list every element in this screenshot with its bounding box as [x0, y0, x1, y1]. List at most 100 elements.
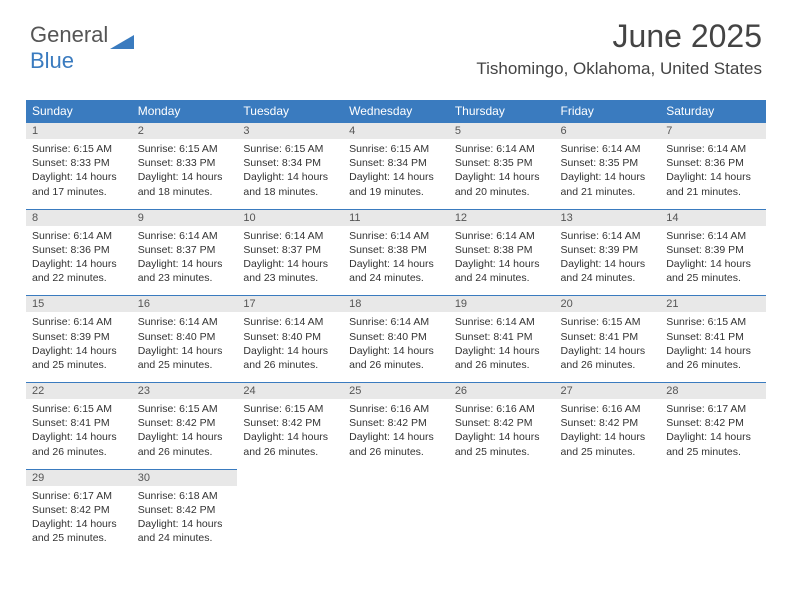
- sunset-text: Sunset: 8:42 PM: [32, 503, 126, 517]
- sunrise-text: Sunrise: 6:14 AM: [243, 229, 337, 243]
- day-detail-cell: Sunrise: 6:15 AMSunset: 8:42 PMDaylight:…: [132, 399, 238, 469]
- day-number-cell: 6: [555, 123, 661, 140]
- day-number-cell: 4: [343, 123, 449, 140]
- daylight-text: Daylight: 14 hours and 25 minutes.: [561, 430, 655, 458]
- day-number-cell: 22: [26, 383, 132, 400]
- daylight-text: Daylight: 14 hours and 23 minutes.: [138, 257, 232, 285]
- day-detail-cell: Sunrise: 6:14 AMSunset: 8:39 PMDaylight:…: [555, 226, 661, 296]
- day-detail-cell: Sunrise: 6:15 AMSunset: 8:33 PMDaylight:…: [26, 139, 132, 209]
- sunset-text: Sunset: 8:40 PM: [138, 330, 232, 344]
- day-number-cell: [237, 469, 343, 486]
- sunrise-text: Sunrise: 6:14 AM: [349, 229, 443, 243]
- day-detail-cell: Sunrise: 6:14 AMSunset: 8:38 PMDaylight:…: [343, 226, 449, 296]
- sunset-text: Sunset: 8:37 PM: [138, 243, 232, 257]
- sunrise-text: Sunrise: 6:17 AM: [666, 402, 760, 416]
- sunrise-text: Sunrise: 6:15 AM: [32, 402, 126, 416]
- daylight-text: Daylight: 14 hours and 21 minutes.: [561, 170, 655, 198]
- daylight-text: Daylight: 14 hours and 24 minutes.: [138, 517, 232, 545]
- daylight-text: Daylight: 14 hours and 26 minutes.: [349, 430, 443, 458]
- day-detail-row: Sunrise: 6:15 AMSunset: 8:33 PMDaylight:…: [26, 139, 766, 209]
- sunrise-text: Sunrise: 6:16 AM: [561, 402, 655, 416]
- day-detail-cell: Sunrise: 6:15 AMSunset: 8:41 PMDaylight:…: [26, 399, 132, 469]
- sunset-text: Sunset: 8:42 PM: [243, 416, 337, 430]
- day-number-cell: 1: [26, 123, 132, 140]
- daylight-text: Daylight: 14 hours and 25 minutes.: [666, 257, 760, 285]
- daylight-text: Daylight: 14 hours and 24 minutes.: [455, 257, 549, 285]
- sunrise-text: Sunrise: 6:14 AM: [561, 142, 655, 156]
- sunrise-text: Sunrise: 6:14 AM: [455, 142, 549, 156]
- day-number-cell: 15: [26, 296, 132, 313]
- weekday-header: Wednesday: [343, 100, 449, 123]
- sunset-text: Sunset: 8:34 PM: [349, 156, 443, 170]
- day-detail-cell: Sunrise: 6:14 AMSunset: 8:36 PMDaylight:…: [660, 139, 766, 209]
- day-number-cell: [660, 469, 766, 486]
- day-detail-cell: Sunrise: 6:14 AMSunset: 8:36 PMDaylight:…: [26, 226, 132, 296]
- sunrise-text: Sunrise: 6:14 AM: [349, 315, 443, 329]
- day-detail-cell: Sunrise: 6:17 AMSunset: 8:42 PMDaylight:…: [26, 486, 132, 556]
- sunset-text: Sunset: 8:40 PM: [349, 330, 443, 344]
- daylight-text: Daylight: 14 hours and 26 minutes.: [138, 430, 232, 458]
- day-number-cell: [449, 469, 555, 486]
- daylight-text: Daylight: 14 hours and 18 minutes.: [243, 170, 337, 198]
- daylight-text: Daylight: 14 hours and 17 minutes.: [32, 170, 126, 198]
- day-number-row: 1234567: [26, 123, 766, 140]
- day-detail-cell: Sunrise: 6:15 AMSunset: 8:33 PMDaylight:…: [132, 139, 238, 209]
- sunset-text: Sunset: 8:38 PM: [455, 243, 549, 257]
- sunrise-text: Sunrise: 6:14 AM: [561, 229, 655, 243]
- sunset-text: Sunset: 8:36 PM: [666, 156, 760, 170]
- day-number-cell: 20: [555, 296, 661, 313]
- daylight-text: Daylight: 14 hours and 26 minutes.: [243, 430, 337, 458]
- day-detail-cell: Sunrise: 6:17 AMSunset: 8:42 PMDaylight:…: [660, 399, 766, 469]
- day-number-row: 891011121314: [26, 209, 766, 226]
- day-detail-cell: Sunrise: 6:14 AMSunset: 8:35 PMDaylight:…: [449, 139, 555, 209]
- sunrise-text: Sunrise: 6:15 AM: [243, 402, 337, 416]
- sunrise-text: Sunrise: 6:14 AM: [32, 315, 126, 329]
- daylight-text: Daylight: 14 hours and 24 minutes.: [561, 257, 655, 285]
- day-detail-cell: Sunrise: 6:14 AMSunset: 8:38 PMDaylight:…: [449, 226, 555, 296]
- day-detail-cell: Sunrise: 6:15 AMSunset: 8:34 PMDaylight:…: [343, 139, 449, 209]
- sunset-text: Sunset: 8:41 PM: [561, 330, 655, 344]
- weekday-header: Friday: [555, 100, 661, 123]
- daylight-text: Daylight: 14 hours and 18 minutes.: [138, 170, 232, 198]
- day-detail-cell: Sunrise: 6:14 AMSunset: 8:40 PMDaylight:…: [237, 312, 343, 382]
- sunset-text: Sunset: 8:39 PM: [666, 243, 760, 257]
- sunrise-text: Sunrise: 6:14 AM: [666, 142, 760, 156]
- daylight-text: Daylight: 14 hours and 25 minutes.: [32, 344, 126, 372]
- sunset-text: Sunset: 8:34 PM: [243, 156, 337, 170]
- day-number-cell: 14: [660, 209, 766, 226]
- day-detail-cell: Sunrise: 6:14 AMSunset: 8:37 PMDaylight:…: [132, 226, 238, 296]
- day-detail-cell: [343, 486, 449, 556]
- day-detail-cell: Sunrise: 6:15 AMSunset: 8:41 PMDaylight:…: [660, 312, 766, 382]
- day-detail-cell: Sunrise: 6:15 AMSunset: 8:41 PMDaylight:…: [555, 312, 661, 382]
- sunset-text: Sunset: 8:42 PM: [561, 416, 655, 430]
- sunset-text: Sunset: 8:42 PM: [455, 416, 549, 430]
- sunrise-text: Sunrise: 6:18 AM: [138, 489, 232, 503]
- day-detail-cell: Sunrise: 6:14 AMSunset: 8:41 PMDaylight:…: [449, 312, 555, 382]
- location-text: Tishomingo, Oklahoma, United States: [476, 59, 762, 79]
- sunset-text: Sunset: 8:33 PM: [32, 156, 126, 170]
- logo-triangle-icon: [110, 33, 136, 56]
- day-detail-cell: Sunrise: 6:16 AMSunset: 8:42 PMDaylight:…: [343, 399, 449, 469]
- weekday-header: Thursday: [449, 100, 555, 123]
- day-number-cell: 18: [343, 296, 449, 313]
- day-number-cell: 16: [132, 296, 238, 313]
- day-detail-cell: [660, 486, 766, 556]
- day-number-cell: 13: [555, 209, 661, 226]
- sunset-text: Sunset: 8:42 PM: [349, 416, 443, 430]
- day-number-cell: 28: [660, 383, 766, 400]
- day-detail-cell: Sunrise: 6:18 AMSunset: 8:42 PMDaylight:…: [132, 486, 238, 556]
- daylight-text: Daylight: 14 hours and 26 minutes.: [666, 344, 760, 372]
- sunrise-text: Sunrise: 6:17 AM: [32, 489, 126, 503]
- sunset-text: Sunset: 8:39 PM: [561, 243, 655, 257]
- daylight-text: Daylight: 14 hours and 20 minutes.: [455, 170, 549, 198]
- daylight-text: Daylight: 14 hours and 25 minutes.: [138, 344, 232, 372]
- daylight-text: Daylight: 14 hours and 26 minutes.: [32, 430, 126, 458]
- day-detail-cell: Sunrise: 6:15 AMSunset: 8:34 PMDaylight:…: [237, 139, 343, 209]
- day-number-cell: 19: [449, 296, 555, 313]
- daylight-text: Daylight: 14 hours and 24 minutes.: [349, 257, 443, 285]
- sunrise-text: Sunrise: 6:15 AM: [138, 402, 232, 416]
- sunrise-text: Sunrise: 6:15 AM: [666, 315, 760, 329]
- day-number-cell: 7: [660, 123, 766, 140]
- day-number-cell: 12: [449, 209, 555, 226]
- day-detail-row: Sunrise: 6:14 AMSunset: 8:39 PMDaylight:…: [26, 312, 766, 382]
